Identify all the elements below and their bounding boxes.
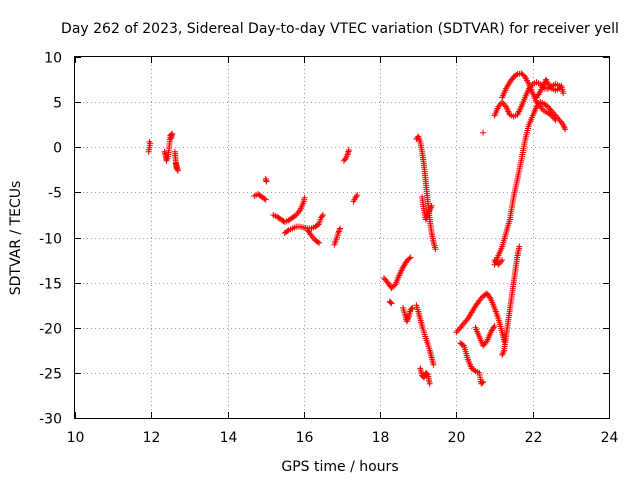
plot-frame [74,56,610,419]
x-tick-label: 16 [296,430,314,446]
y-tick-label: 0 [53,141,62,157]
y-tick-label: -10 [39,232,62,248]
x-tick-label: 24 [601,430,619,446]
data-point [353,193,360,200]
data-point [262,196,269,203]
data-points [145,70,569,387]
data-point [428,202,435,209]
data-point [480,378,487,385]
data-point [301,194,308,201]
data-point [486,294,493,301]
data-point [471,367,478,374]
y-tick-label: -15 [39,277,62,293]
data-point [408,305,415,312]
data-point [406,255,413,262]
data-point [261,195,268,202]
data-point [284,228,291,235]
data-point [318,213,325,220]
data-point [513,72,520,79]
data-point [354,192,361,199]
data-point [500,348,507,355]
data-point [516,243,523,250]
data-point [480,129,487,136]
data-point [479,379,486,386]
data-point [499,350,506,357]
x-tick-label: 10 [67,430,85,446]
data-point [316,239,323,246]
data-point [491,322,498,329]
x-tick-label: 14 [220,430,238,446]
data-point [520,72,527,79]
data-point [499,257,506,264]
y-tick-label: -5 [48,186,62,202]
x-tick-label: 12 [143,430,161,446]
y-tick-label: -30 [39,412,62,428]
data-point [391,282,398,289]
data-point [345,146,352,153]
y-axis-label: SDTVAR / TECUs [8,181,24,296]
data-point [409,304,416,311]
data-point [387,299,394,306]
x-tick-label: 18 [372,430,390,446]
data-point [388,300,395,307]
y-tick-label: 5 [53,96,62,112]
data-point [341,156,348,163]
data-point [560,90,567,97]
grid-lines [75,57,609,418]
y-tick-label: 10 [44,51,62,67]
data-point [426,380,433,387]
y-tick-label: -20 [39,322,62,338]
data-point [562,126,569,133]
chart-title: Day 262 of 2023, Sidereal Day-to-day VTE… [61,21,619,37]
data-point [319,211,326,218]
data-point [336,226,343,233]
data-point [335,228,342,235]
x-axis: 10 12 14 16 18 20 22 24 [67,57,619,446]
data-point [173,160,180,167]
data-point [337,225,344,232]
data-point [314,239,321,246]
x-tick-label: 20 [448,430,466,446]
x-axis-label: GPS time / hours [281,459,398,475]
x-tick-label: 22 [525,430,543,446]
data-point [552,117,559,124]
data-point [314,221,321,228]
data-point [432,246,439,253]
data-point [168,135,175,142]
data-point [423,370,430,377]
y-axis: 10 5 0 -5 -10 -15 -20 -25 -30 [39,51,609,428]
data-point [407,254,414,261]
data-point [145,148,152,155]
data-point [263,178,270,185]
data-point [430,361,437,368]
y-tick-label: -25 [39,367,62,383]
